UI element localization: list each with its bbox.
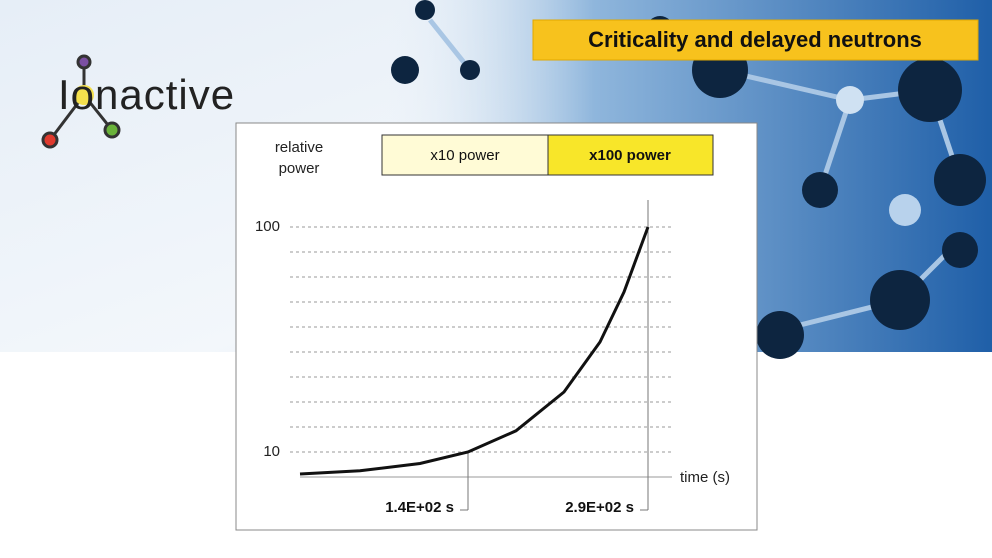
- badge-label: x10 power: [430, 147, 499, 164]
- x-axis-label: time (s): [680, 469, 730, 486]
- logo-text: Ionactive: [58, 71, 235, 118]
- x-tick-label: 1.4E+02 s: [385, 499, 454, 516]
- badge: [381, 134, 549, 176]
- molecules: [889, 194, 921, 226]
- slide-title: Criticality and delayed neutrons: [588, 27, 922, 52]
- title-box: [532, 19, 979, 61]
- y-axis-label: relative power: [275, 139, 323, 177]
- y-tick-label: 100: [255, 218, 280, 235]
- x-tick-label: 2.9E+02 s: [565, 499, 634, 516]
- y-tick-label: 10: [263, 443, 280, 460]
- badge-label: x100 power: [589, 147, 671, 164]
- molecules: [836, 86, 864, 114]
- logo-icon: [41, 54, 121, 149]
- line-series: [299, 226, 650, 476]
- badge: [547, 134, 714, 176]
